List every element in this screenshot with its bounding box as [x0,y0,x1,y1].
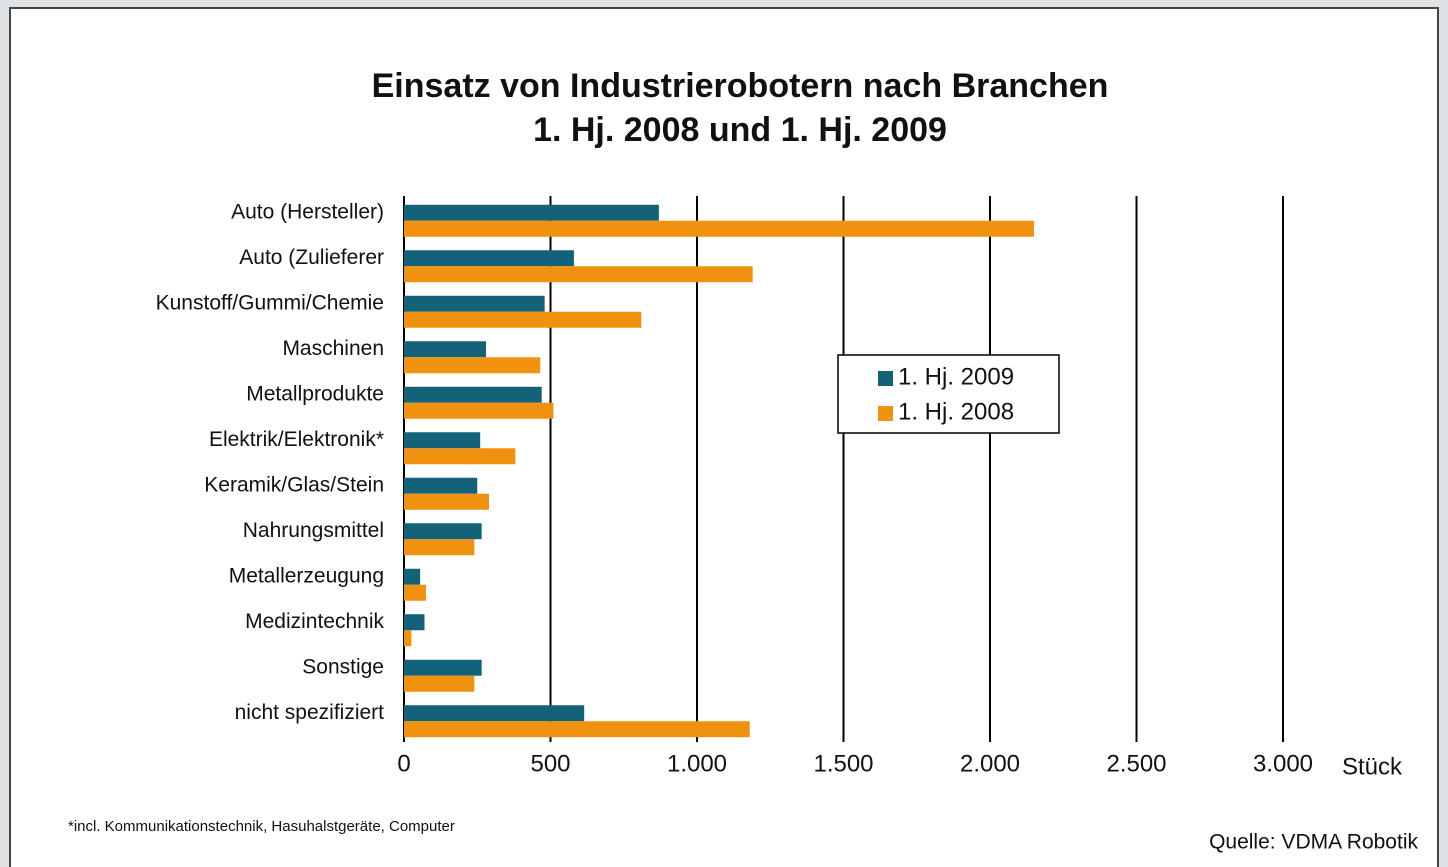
bar [404,250,574,267]
y-tick-label: Metallprodukte [246,382,384,405]
y-tick-label: Medizintechnik [245,610,384,633]
bar [404,659,482,676]
bar [404,568,421,585]
bar [404,295,545,312]
chart-subtitle: 1. Hj. 2008 und 1. Hj. 2009 [533,111,947,149]
bar [404,675,475,692]
legend-swatch [878,371,893,386]
y-tick-label: Auto (Hersteller) [231,200,384,223]
x-axis-label: Stück [1342,753,1403,780]
footnote: *incl. Kommunikationstechnik, Hasuhalstg… [68,818,455,835]
bar [404,432,481,449]
legend-label: 1. Hj. 2008 [898,398,1014,425]
x-tick-label: 1.500 [813,750,873,777]
y-tick-label: Kunstoff/Gummi/Chemie [156,291,384,314]
bar [404,311,642,328]
y-tick-label: Metallerzeugung [229,564,384,587]
bar [404,357,541,374]
bar [404,539,475,556]
bar [404,630,412,647]
source: Quelle: VDMA Robotik [1209,831,1418,854]
bar [404,705,585,722]
legend-box [837,354,1060,434]
bar [404,220,1034,237]
bar [404,721,750,738]
y-tick-label: Maschinen [282,337,384,360]
y-tick-label: nicht spezifiziert [235,701,385,724]
x-tick-label: 1.000 [667,750,727,777]
bar [404,402,554,419]
bar [404,584,426,601]
y-tick-label: Elektrik/Elektronik* [209,428,384,451]
x-tick-label: 0 [397,750,410,777]
x-tick-label: 3.000 [1253,750,1313,777]
chart-title: Einsatz von Industrierobotern nach Branc… [372,67,1109,105]
x-tick-label: 2.000 [960,750,1020,777]
bar [404,493,489,510]
y-tick-label: Auto (Zulieferer [239,246,384,269]
legend-label: 1. Hj. 2009 [898,363,1014,390]
y-tick-label: Nahrungsmittel [243,519,384,542]
x-tick-label: 2.500 [1106,750,1166,777]
bar [404,386,542,403]
bar [404,204,659,221]
legend-swatch [878,406,893,421]
x-tick-label: 500 [530,750,570,777]
bar [404,477,478,494]
bar [404,266,753,283]
y-tick-label: Sonstige [302,655,384,678]
y-tick-label: Keramik/Glas/Stein [204,473,384,496]
bar [404,614,425,631]
bar [404,448,516,465]
bar [404,341,487,358]
bar [404,523,482,540]
